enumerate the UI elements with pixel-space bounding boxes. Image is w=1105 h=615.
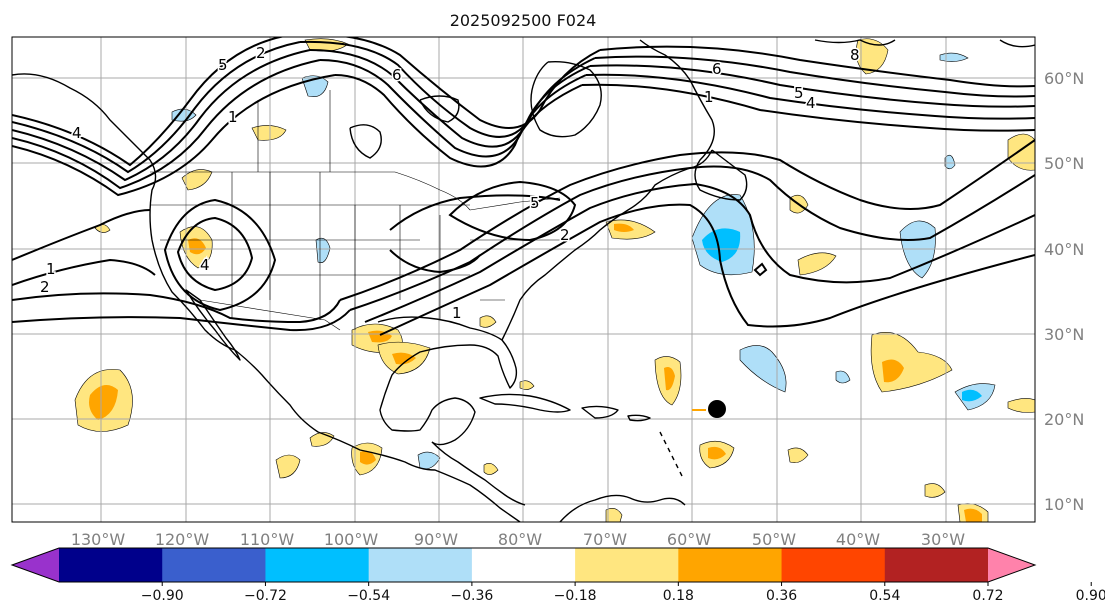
negative-anomaly-core (702, 228, 741, 262)
positive-anomaly-region (1007, 398, 1035, 413)
colorbar-tick-label: −0.90 (141, 588, 184, 604)
colorbar-segments (12, 548, 1035, 582)
latitude-axis: 60°N 50°N 40°N 30°N 20°N 10°N (1044, 69, 1084, 514)
positive-anomaly-core (664, 367, 675, 391)
contour-label: 6 (712, 60, 722, 78)
longitude-label: 80°W (498, 530, 542, 549)
colorbar-segment (781, 548, 886, 582)
colorbar: −0.90 −0.72 −0.54 −0.36 −0.18 0.18 0.36 0.54 0.7… (10, 547, 1105, 604)
colorbar-segment (265, 548, 370, 582)
positive-anomaly-region (855, 38, 889, 75)
positive-anomaly-region (924, 483, 946, 498)
longitude-label: 60°W (667, 530, 711, 549)
colorbar-ticks: −0.90 −0.72 −0.54 −0.36 −0.18 0.18 0.36 0.54 0.7… (141, 582, 1105, 604)
positive-anomaly-core (188, 238, 206, 255)
map-panel: 5 2 6 4 1 5 1 4 6 8 1 2 5 1 4 2 (11, 36, 1036, 523)
map-gridlines (12, 37, 1035, 522)
negative-anomaly-region (835, 370, 851, 384)
negative-anomaly-region (944, 154, 956, 170)
contour-label: 1 (46, 260, 56, 278)
positive-anomaly-core (89, 385, 118, 420)
latitude-label: 60°N (1044, 69, 1084, 88)
contour-label: 2 (560, 226, 570, 244)
contour-label: 5 (794, 84, 804, 102)
colorbar-tick-label: 0.36 (766, 588, 797, 604)
longitude-label: 130°W (71, 530, 126, 549)
longitude-label: 70°W (583, 530, 627, 549)
colorbar-extend-high (988, 548, 1035, 582)
contour-label: 4 (806, 94, 816, 112)
positive-anomaly-core (360, 451, 376, 465)
colorbar-tick-label: 0.90 (1076, 588, 1105, 604)
negative-anomaly-core (962, 389, 982, 402)
latitude-label: 30°N (1044, 325, 1084, 344)
map-frame (11, 36, 1036, 523)
anomaly-shading (74, 38, 1035, 522)
positive-anomaly-region (275, 454, 301, 479)
coastlines (12, 39, 1035, 522)
colorbar-tick-label: 0.54 (869, 588, 900, 604)
longitude-label: 110°W (240, 530, 295, 549)
contour-label: 5 (218, 56, 228, 74)
positive-anomaly-core (964, 508, 982, 522)
negative-anomaly-region (171, 108, 197, 122)
colorbar-tick-label: −0.54 (347, 588, 390, 604)
positive-anomaly-region (787, 447, 809, 463)
contour-label: 4 (200, 256, 210, 274)
contour-label: 8 (850, 46, 860, 64)
latitude-label: 50°N (1044, 154, 1084, 173)
colorbar-extend-low (12, 548, 59, 582)
contour-label: 1 (228, 108, 238, 126)
colorbar-segment (575, 548, 679, 582)
colorbar-tick-label: 0.18 (663, 588, 694, 604)
longitude-label: 30°W (921, 530, 965, 549)
contour-label: 4 (72, 124, 82, 142)
colorbar-segment (678, 548, 783, 582)
map-title: 2025092500 F024 (450, 11, 597, 30)
longitude-label: 100°W (324, 530, 379, 549)
longitude-label: 120°W (155, 530, 210, 549)
longitude-axis: 130°W 120°W 110°W 100°W 90°W 80°W 70°W 6… (71, 530, 965, 549)
colorbar-segment (368, 548, 473, 582)
longitude-label: 40°W (836, 530, 880, 549)
latitude-label: 10°N (1044, 495, 1084, 514)
isolines (12, 37, 1035, 336)
negative-anomaly-region (315, 237, 331, 263)
latitude-label: 20°N (1044, 410, 1084, 429)
colorbar-segment (471, 548, 576, 582)
colorbar-tick-label: −0.18 (554, 588, 597, 604)
colorbar-outline (10, 547, 1037, 583)
latitude-label: 40°N (1044, 240, 1084, 259)
contour-label: 6 (392, 66, 402, 84)
colorbar-segment (59, 548, 163, 582)
longitude-label: 50°W (752, 530, 796, 549)
storm-position-marker (708, 400, 726, 418)
contour-label: 1 (452, 304, 462, 322)
colorbar-segment (162, 548, 266, 582)
negative-anomaly-region (739, 345, 787, 393)
colorbar-tick-label: −0.72 (244, 588, 287, 604)
colorbar-tick-label: 0.72 (972, 588, 1003, 604)
positive-anomaly-core (614, 223, 634, 232)
positive-anomaly-region (479, 315, 497, 328)
longitude-label: 90°W (414, 530, 458, 549)
contour-label: 2 (256, 44, 266, 62)
positive-anomaly-region (251, 125, 287, 141)
positive-anomaly-core (882, 359, 904, 383)
contour-labels: 5 2 6 4 1 5 1 4 6 8 1 2 5 1 4 2 (39, 43, 862, 324)
positive-anomaly-core (392, 352, 416, 365)
positive-anomaly-region (797, 252, 837, 276)
contour-label: 1 (704, 88, 714, 106)
positive-anomaly-region (483, 463, 499, 475)
positive-anomaly-region (605, 508, 623, 522)
colorbar-tick-label: −0.36 (450, 588, 493, 604)
contour-label: 5 (530, 194, 540, 212)
contour-label: 2 (40, 278, 50, 296)
colorbar-segment (884, 548, 989, 582)
positive-anomaly-core (708, 446, 726, 460)
